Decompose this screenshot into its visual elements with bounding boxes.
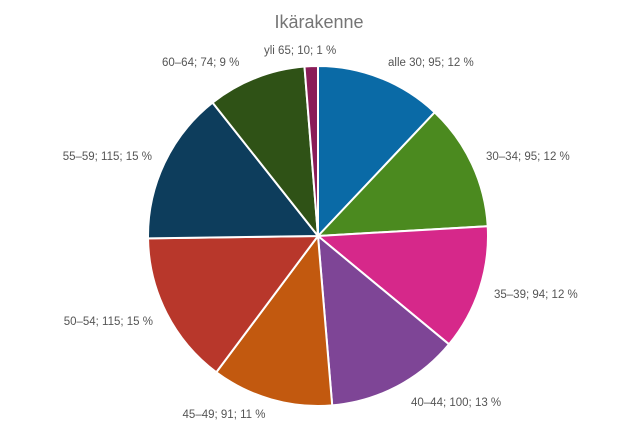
pie-slice-7 xyxy=(211,65,320,240)
pie-slice-2 xyxy=(315,225,490,346)
slice-label-6: 55–59; 115; 15 % xyxy=(63,151,152,163)
slice-label-5: 50–54; 115; 15 % xyxy=(64,316,153,328)
slice-label-7: 60–64; 74; 9 % xyxy=(162,57,239,69)
slice-label-1: 30–34; 95; 12 % xyxy=(486,151,570,163)
slice-labels: alle 30; 95; 12 % 30–34; 95; 12 % 35–39; 9… xyxy=(63,45,578,421)
pie-slices xyxy=(147,64,490,407)
pie-slice-0 xyxy=(317,64,437,239)
pie-slice-8 xyxy=(303,64,319,237)
pie-slice-4 xyxy=(214,233,334,407)
pie-slice-5 xyxy=(147,234,321,374)
slice-label-2: 35–39; 94; 12 % xyxy=(494,289,578,301)
slice-label-4: 45–49; 91; 11 % xyxy=(183,409,266,421)
slice-label-0: alle 30; 95; 12 % xyxy=(388,57,474,69)
chart-title: Ikärakenne xyxy=(274,12,363,32)
pie-slice-6 xyxy=(147,101,321,240)
slice-label-3: 40–44; 100; 13 % xyxy=(411,397,501,409)
pie-slice-1 xyxy=(315,110,489,238)
slice-label-8: yli 65; 10; 1 % xyxy=(264,45,336,57)
pie-slice-3 xyxy=(316,233,451,407)
